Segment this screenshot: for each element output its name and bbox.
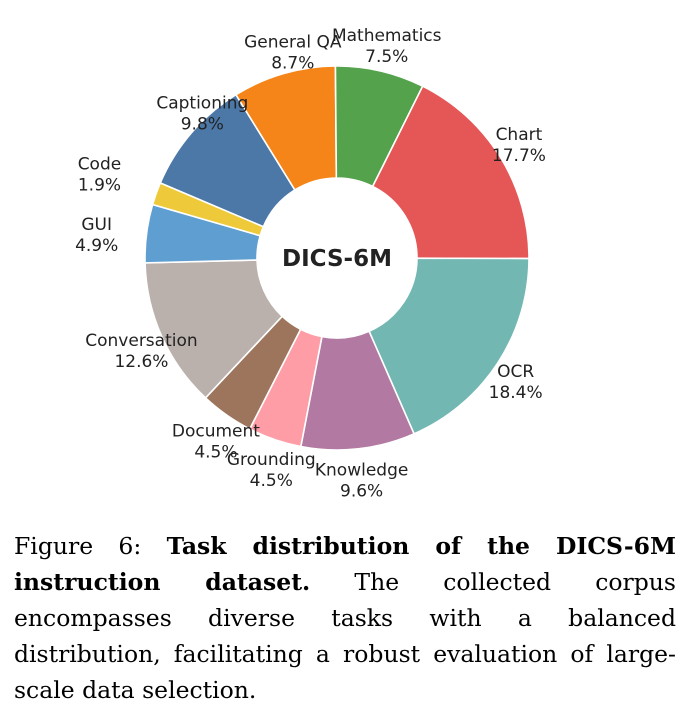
slice-label-captioning: Captioning: [156, 94, 248, 114]
slice-code: [151, 181, 265, 237]
slice-pct-chart: 17.7%: [492, 146, 546, 166]
slice-label-grounding: Grounding: [227, 450, 316, 470]
slice-label-document: Document: [172, 422, 260, 442]
slice-label-ocr: OCR: [497, 362, 534, 382]
slice-pct-grounding: 4.5%: [250, 471, 293, 491]
slice-label-code: Code: [78, 155, 122, 175]
figure-caption: Figure 6: Task distribution of the DICS-…: [14, 528, 676, 708]
caption-title: Task distribution of the DICS-6M instruc…: [14, 532, 677, 596]
center-label: DICS-6M: [282, 246, 392, 272]
slice-conversation: [144, 259, 284, 400]
slice-pct-general-qa: 8.7%: [271, 54, 314, 74]
slice-label-mathematics: Mathematics: [332, 26, 442, 46]
slice-ocr: [368, 257, 530, 435]
slice-pct-mathematics: 7.5%: [365, 47, 408, 67]
slice-pct-document: 4.5%: [194, 443, 237, 463]
slice-pct-code: 1.9%: [78, 176, 121, 196]
slice-label-gui: GUI: [81, 215, 112, 235]
slice-pct-conversation: 12.6%: [114, 352, 168, 372]
slice-chart: [371, 85, 530, 260]
slice-label-chart: Chart: [496, 125, 543, 145]
slice-pct-captioning: 9.8%: [181, 115, 224, 135]
slice-label-knowledge: Knowledge: [315, 460, 408, 480]
figure-label: Figure 6:: [14, 532, 142, 560]
slice-label-general-qa: General QA: [244, 33, 342, 53]
slice-pct-knowledge: 9.6%: [340, 481, 383, 501]
slice-pct-ocr: 18.4%: [489, 383, 543, 403]
donut-slices: [144, 65, 530, 451]
slice-label-conversation: Conversation: [85, 331, 197, 351]
slice-pct-gui: 4.9%: [75, 236, 118, 256]
